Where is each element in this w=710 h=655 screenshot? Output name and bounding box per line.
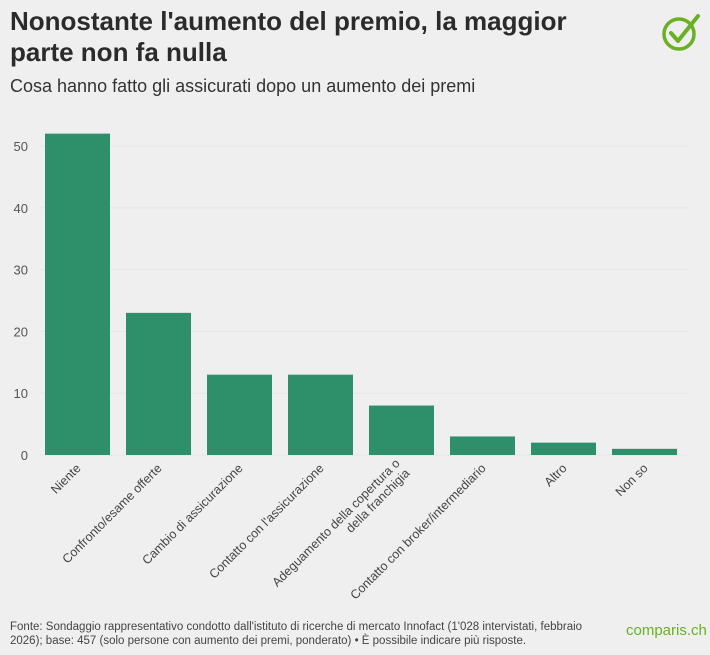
x-tick-label: Niente [48,461,83,496]
y-tick-label: 0 [21,448,28,463]
source-note: Fonte: Sondaggio rappresentativo condott… [10,621,583,647]
y-tick-label: 10 [14,386,28,401]
x-tick-label: Non so [613,461,651,499]
bar [126,312,191,455]
y-tick-label: 30 [14,263,28,278]
bar [288,374,353,455]
bar [207,374,272,455]
chart-title: Nonostante l'aumento del premio, la magg… [10,6,567,67]
y-tick-label: 50 [14,139,28,154]
bar [45,133,110,455]
bar [369,405,434,455]
bar [450,436,515,455]
bar [531,442,596,455]
y-tick-label: 40 [14,201,28,216]
brand-logo: comparis.ch [626,622,707,639]
y-tick-label: 20 [14,324,28,339]
chart-subtitle: Cosa hanno fatto gli assicurati dopo un … [10,76,476,96]
bar [612,448,677,455]
x-tick-label: Altro [542,461,570,489]
x-tick-label: Adeguamento della copertura odella franc… [269,456,412,599]
checkmark-circle-icon [662,14,700,51]
